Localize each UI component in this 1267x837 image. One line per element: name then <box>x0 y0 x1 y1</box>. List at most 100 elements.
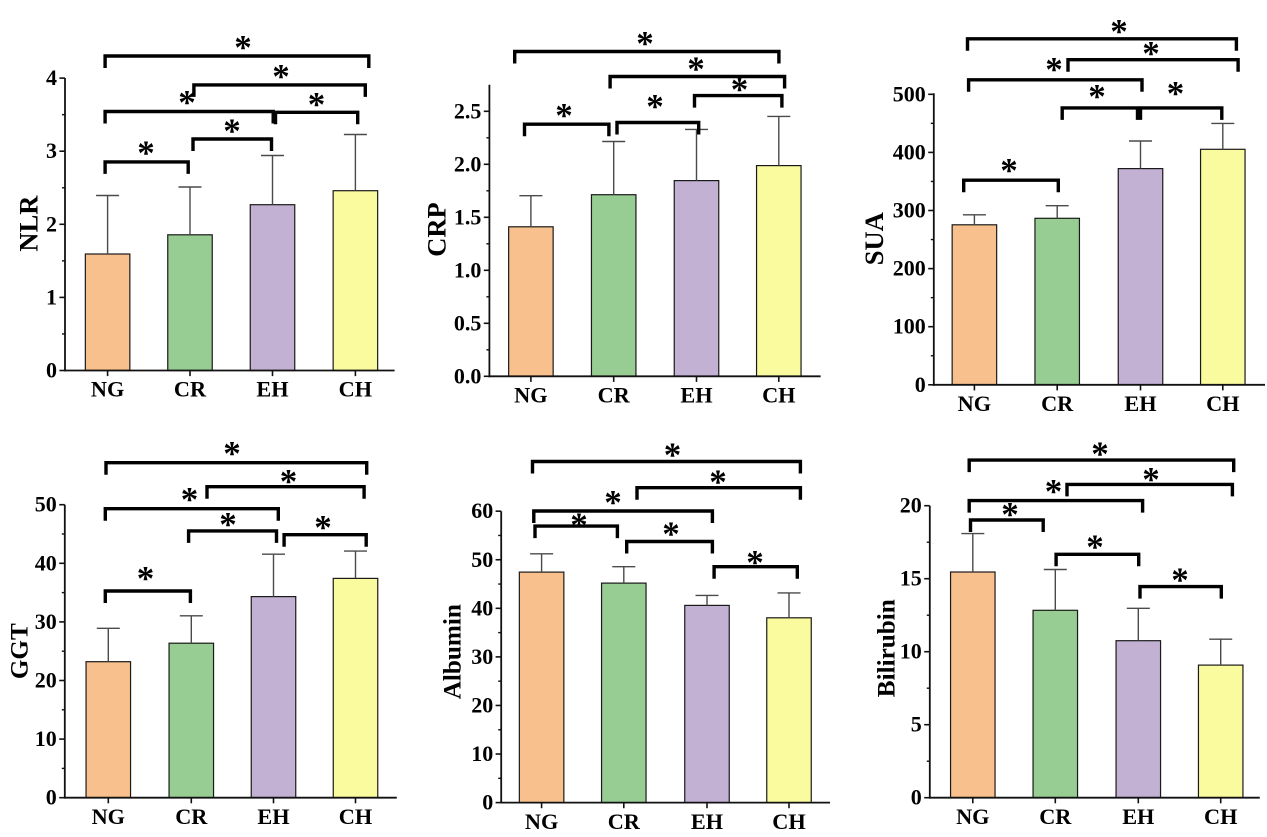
svg-text:5: 5 <box>911 712 922 737</box>
svg-text:0.0: 0.0 <box>454 363 482 388</box>
svg-text:1.0: 1.0 <box>454 257 482 282</box>
svg-text:*: * <box>314 508 332 547</box>
svg-text:15: 15 <box>900 566 922 591</box>
svg-text:*: * <box>731 70 749 109</box>
svg-text:Bilirubin: Bilirubin <box>874 599 901 697</box>
svg-text:2: 2 <box>46 211 57 236</box>
svg-text:*: * <box>687 50 705 89</box>
svg-text:2.5: 2.5 <box>454 98 482 123</box>
svg-text:*: * <box>1045 472 1063 511</box>
svg-text:CH: CH <box>1204 804 1237 829</box>
svg-text:*: * <box>1142 460 1160 499</box>
svg-text:*: * <box>1088 77 1106 116</box>
svg-text:0: 0 <box>46 785 57 810</box>
svg-text:3: 3 <box>46 138 57 163</box>
svg-text:*: * <box>280 462 298 501</box>
svg-text:EH: EH <box>1124 391 1156 416</box>
svg-text:*: * <box>709 463 727 502</box>
svg-text:*: * <box>1110 12 1128 51</box>
svg-text:200: 200 <box>893 256 926 281</box>
svg-text:*: * <box>570 505 588 544</box>
svg-text:*: * <box>636 24 654 63</box>
svg-text:2.0: 2.0 <box>454 151 482 176</box>
svg-text:CH: CH <box>339 377 372 402</box>
svg-text:*: * <box>234 28 252 67</box>
svg-text:20: 20 <box>471 692 493 717</box>
svg-text:*: * <box>181 480 199 519</box>
svg-text:NG: NG <box>956 804 989 829</box>
svg-text:*: * <box>219 505 237 544</box>
svg-text:10: 10 <box>35 726 57 751</box>
svg-text:*: * <box>604 483 622 522</box>
svg-text:NG: NG <box>92 804 125 829</box>
svg-text:CR: CR <box>1039 804 1072 829</box>
svg-text:30: 30 <box>471 644 493 669</box>
svg-text:EH: EH <box>1122 804 1154 829</box>
svg-text:*: * <box>664 436 682 475</box>
svg-text:60: 60 <box>471 498 493 523</box>
svg-text:GGT: GGT <box>7 623 34 679</box>
svg-text:CR: CR <box>608 809 641 834</box>
svg-text:500: 500 <box>893 81 926 106</box>
svg-text:10: 10 <box>471 741 493 766</box>
svg-text:*: * <box>1171 561 1189 600</box>
svg-text:CH: CH <box>762 383 795 408</box>
svg-text:300: 300 <box>893 198 926 223</box>
svg-text:NLR: NLR <box>13 195 43 252</box>
svg-text:NG: NG <box>514 383 547 408</box>
svg-text:CRP: CRP <box>422 202 452 256</box>
svg-text:30: 30 <box>35 609 57 634</box>
svg-text:50: 50 <box>35 492 57 517</box>
svg-text:*: * <box>178 83 196 122</box>
svg-text:NG: NG <box>958 391 991 416</box>
svg-text:*: * <box>1000 151 1018 190</box>
svg-text:400: 400 <box>893 139 926 164</box>
svg-text:*: * <box>308 85 326 124</box>
svg-text:NG: NG <box>91 377 124 402</box>
svg-text:*: * <box>1001 495 1019 534</box>
svg-text:*: * <box>1091 435 1109 474</box>
svg-text:SUA: SUA <box>859 212 889 265</box>
svg-text:20: 20 <box>35 668 57 693</box>
svg-text:*: * <box>272 57 290 96</box>
svg-text:*: * <box>662 515 680 554</box>
svg-text:*: * <box>746 543 764 582</box>
svg-text:0: 0 <box>46 358 57 383</box>
svg-text:1: 1 <box>46 284 57 309</box>
svg-text:CH: CH <box>1206 391 1239 416</box>
svg-text:1.5: 1.5 <box>454 204 482 229</box>
svg-text:CR: CR <box>598 383 631 408</box>
svg-text:0: 0 <box>915 372 926 397</box>
svg-text:0.5: 0.5 <box>454 310 482 335</box>
svg-text:*: * <box>223 434 241 473</box>
svg-text:0: 0 <box>482 790 493 815</box>
svg-text:CH: CH <box>339 804 372 829</box>
svg-text:50: 50 <box>471 547 493 572</box>
svg-text:*: * <box>646 87 664 126</box>
svg-text:EH: EH <box>691 809 723 834</box>
svg-text:CR: CR <box>1041 391 1074 416</box>
svg-text:*: * <box>1045 50 1063 89</box>
svg-text:*: * <box>137 559 155 598</box>
svg-text:*: * <box>555 96 573 135</box>
svg-text:100: 100 <box>893 314 926 339</box>
svg-text:EH: EH <box>680 383 712 408</box>
svg-text:EH: EH <box>257 804 289 829</box>
svg-text:10: 10 <box>900 639 922 664</box>
svg-text:CH: CH <box>772 809 805 834</box>
svg-text:4: 4 <box>46 65 57 90</box>
svg-text:0: 0 <box>911 785 922 810</box>
svg-text:*: * <box>223 112 241 151</box>
svg-text:20: 20 <box>900 493 922 518</box>
svg-text:EH: EH <box>256 377 288 402</box>
svg-text:*: * <box>1086 528 1104 567</box>
svg-text:40: 40 <box>35 550 57 575</box>
svg-text:*: * <box>137 134 155 173</box>
svg-text:40: 40 <box>471 595 493 620</box>
svg-text:CR: CR <box>174 377 207 402</box>
svg-text:CR: CR <box>175 804 208 829</box>
svg-text:*: * <box>1142 34 1160 73</box>
svg-text:NG: NG <box>525 809 558 834</box>
svg-text:*: * <box>1167 74 1185 113</box>
svg-text:Albumin: Albumin <box>440 604 467 699</box>
